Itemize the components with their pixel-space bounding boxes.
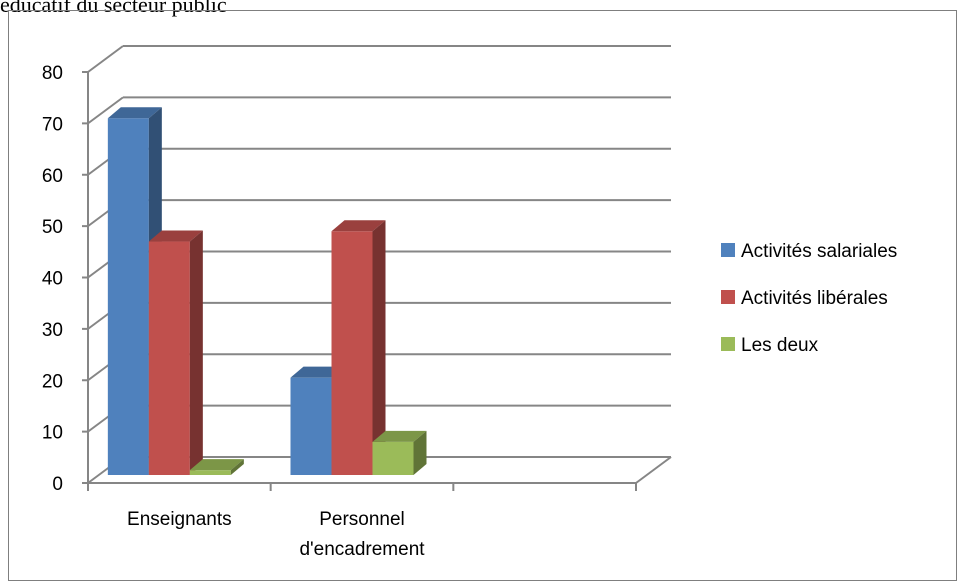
y-tick-labels: 0 10 20 30 40 50 60 70 80 (42, 63, 63, 495)
floor-edge (635, 456, 672, 484)
bar-top (148, 230, 203, 242)
legend: Activités salariales Activités libérales L… (721, 241, 897, 356)
gridline-side (87, 45, 124, 73)
bar-top (189, 459, 244, 471)
bar (372, 430, 427, 475)
bar-front (331, 231, 373, 475)
legend-label: Activités libérales (741, 288, 888, 309)
bar-side (372, 220, 386, 475)
bar-top (331, 220, 386, 232)
legend-swatch (721, 243, 735, 257)
bar (148, 230, 203, 475)
bar-front (107, 118, 149, 476)
bar-top (372, 430, 427, 442)
bar (331, 220, 386, 475)
legend-swatch (721, 290, 735, 304)
bar-side (189, 230, 203, 475)
x-category-label: Personnel (319, 509, 405, 530)
y-tick-label: 30 (42, 320, 63, 341)
bar-top (107, 107, 162, 119)
bar-front (148, 241, 190, 475)
axes (82, 71, 672, 491)
y-tick-label: 40 (42, 269, 63, 290)
bar-top (290, 366, 345, 378)
y-tick-label: 50 (42, 217, 63, 238)
gridline-side (87, 96, 124, 125)
bar (189, 459, 244, 475)
y-tick-label: 60 (42, 166, 63, 187)
chart-caption: éducatif du secteur public (0, 0, 227, 17)
y-tick-label: 10 (42, 423, 63, 444)
legend-label: Activités salariales (741, 241, 897, 262)
y-tick-label: 80 (42, 63, 63, 84)
y-tick-label: 20 (42, 371, 63, 392)
bar (107, 107, 162, 476)
bar-side (230, 459, 244, 475)
x-category-label: Enseignants (127, 509, 232, 530)
bar-front (189, 470, 231, 475)
x-category-labels: Enseignants Personnel d'encadrement (127, 509, 425, 560)
legend-label: Les deux (741, 335, 819, 356)
legend-swatch (721, 337, 735, 351)
y-tick-label: 70 (42, 114, 63, 135)
x-category-label: d'encadrement (299, 539, 425, 560)
bar-front (290, 377, 332, 475)
bar-side (413, 430, 427, 475)
bars (107, 107, 427, 476)
bar-front (372, 441, 414, 475)
y-tick-label: 0 (52, 474, 63, 495)
